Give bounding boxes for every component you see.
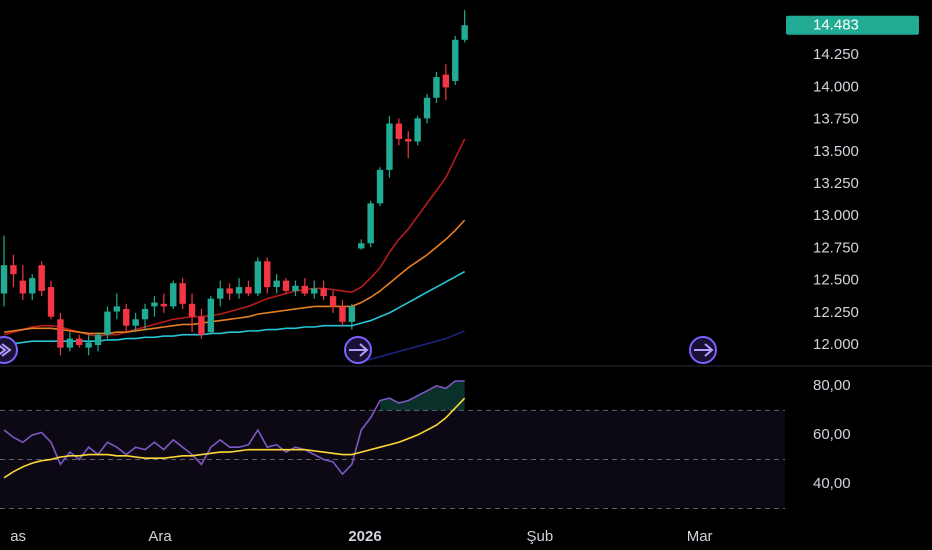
candle-body (405, 138, 412, 142)
candle-body (104, 311, 111, 335)
candle-body (0, 265, 8, 294)
x-tick-label: 2026 (348, 528, 381, 545)
candle-body (348, 306, 356, 322)
candle-body (66, 338, 74, 348)
candle-body (179, 283, 186, 304)
y-tick-label: 60,00 (813, 426, 851, 443)
y-tick-label: 12.250 (813, 304, 859, 321)
indicator-line (361, 330, 465, 363)
candle-body (113, 306, 121, 312)
candle-body (376, 169, 384, 204)
candle-body (461, 25, 468, 40)
last-price-label: 14.483 (813, 17, 859, 34)
x-tick-label: Ara (148, 528, 172, 545)
y-tick-label: 13.250 (813, 175, 859, 192)
x-tick-label: as (10, 528, 26, 545)
candle-body (198, 316, 205, 335)
indicator-line (3, 380, 465, 476)
y-tick-label: 14.000 (813, 78, 859, 95)
candle-body (311, 288, 318, 294)
candle-body (358, 243, 365, 249)
candle-body (235, 287, 243, 294)
y-tick-label: 13.750 (813, 111, 859, 128)
y-tick-label: 13.500 (813, 143, 859, 160)
candle-body (273, 280, 280, 288)
candle-body (226, 288, 233, 294)
y-tick-label: 80,00 (813, 377, 851, 394)
candle-body (170, 283, 177, 307)
candle-body (132, 319, 139, 326)
event-marker[interactable] (689, 336, 717, 364)
y-tick-label: 14.250 (813, 46, 859, 63)
y-tick-label: 40,00 (813, 475, 851, 492)
candle-body (151, 302, 158, 307)
indicator-line (3, 219, 466, 335)
candle-body (320, 288, 327, 297)
candle-body (94, 334, 102, 346)
candle-body (85, 342, 92, 348)
last-price-box (786, 15, 919, 35)
candle-body (254, 261, 262, 294)
event-markers (0, 336, 717, 364)
candle-body (141, 308, 149, 320)
candle-body (292, 285, 299, 291)
y-tick-label: 12.500 (813, 272, 859, 289)
candle-body (442, 74, 450, 88)
y-tick-label: 12.000 (813, 336, 859, 353)
candle-body (264, 261, 271, 288)
candle-body (339, 306, 346, 322)
candle-body (301, 285, 309, 294)
candle-body (395, 123, 403, 139)
y-tick-label: 12.750 (813, 239, 859, 256)
candle-body (207, 298, 215, 333)
candle-body (57, 319, 64, 348)
candle-body (367, 203, 374, 244)
candle-body (423, 97, 431, 119)
candle-body (188, 303, 196, 317)
candle-body (38, 265, 45, 291)
y-tick-label: 13.000 (813, 207, 859, 224)
candle-body (160, 303, 168, 307)
candle-body (123, 308, 130, 326)
candle-body (19, 280, 27, 294)
event-marker[interactable] (344, 336, 372, 364)
candle-body (452, 39, 459, 82)
x-tick-label: Şub (526, 528, 553, 545)
candle-body (217, 288, 224, 299)
candle-body (76, 338, 83, 346)
candle-body (10, 265, 17, 275)
candle-body (47, 287, 55, 317)
event-marker[interactable] (0, 336, 18, 364)
x-tick-label: Mar (687, 528, 713, 545)
candle-body (282, 280, 290, 291)
candle-body (29, 278, 36, 294)
candle-body (329, 296, 337, 307)
candle-body (414, 118, 421, 142)
candle-body (433, 77, 440, 98)
indicator-line (3, 397, 466, 479)
candle-body (245, 287, 252, 294)
candle-body (386, 123, 393, 170)
